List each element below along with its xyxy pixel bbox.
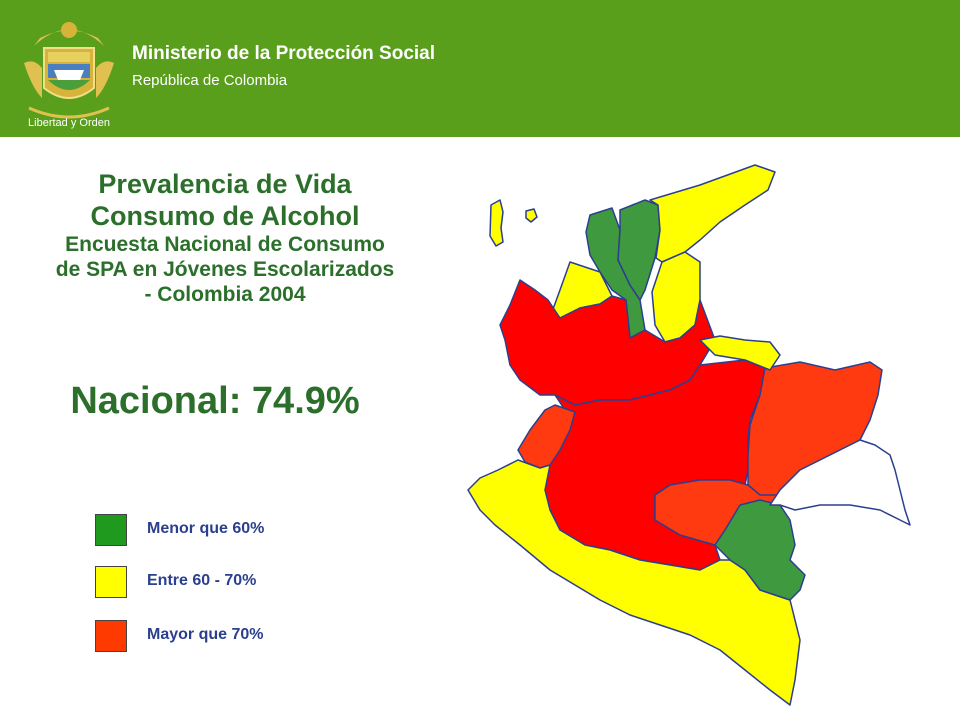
title-line-1: Prevalencia de Vida (98, 169, 352, 199)
region-guaviare (714, 499, 806, 601)
region-magdalena (617, 199, 661, 301)
national-prevalence: Nacional: 74.9% (70, 380, 360, 422)
colombia-choropleth-map (467, 164, 911, 706)
map-title: Prevalencia de Vida Consumo de Alcohol E… (50, 168, 400, 307)
title-line-2: Consumo de Alcohol (90, 201, 360, 231)
legend-swatch-low (95, 514, 127, 546)
legend-label-low: Menor que 60% (147, 520, 265, 537)
emblem-motto: Libertad y Orden (28, 117, 110, 129)
coat-of-arms-emblem: Libertad y Orden (24, 22, 114, 129)
republic-name: República de Colombia (132, 72, 288, 89)
region-providencia (525, 208, 538, 223)
legend-label-high: Mayor que 70% (147, 626, 264, 643)
title-subtitle: Encuesta Nacional de Consumo de SPA en J… (55, 233, 395, 306)
legend-swatch-high (95, 620, 127, 652)
region-guajira (649, 164, 776, 263)
legend-label-mid: Entre 60 - 70% (147, 572, 257, 589)
header-bar: Libertad y Orden Ministerio de la Protec… (0, 0, 960, 137)
region-san-andres (489, 199, 504, 247)
ministry-name: Ministerio de la Protección Social (132, 43, 436, 64)
region-cauca-narino (467, 459, 801, 706)
region-santander-edge (699, 335, 781, 371)
region-vichada (769, 439, 911, 526)
legend-swatch-mid (95, 566, 127, 598)
